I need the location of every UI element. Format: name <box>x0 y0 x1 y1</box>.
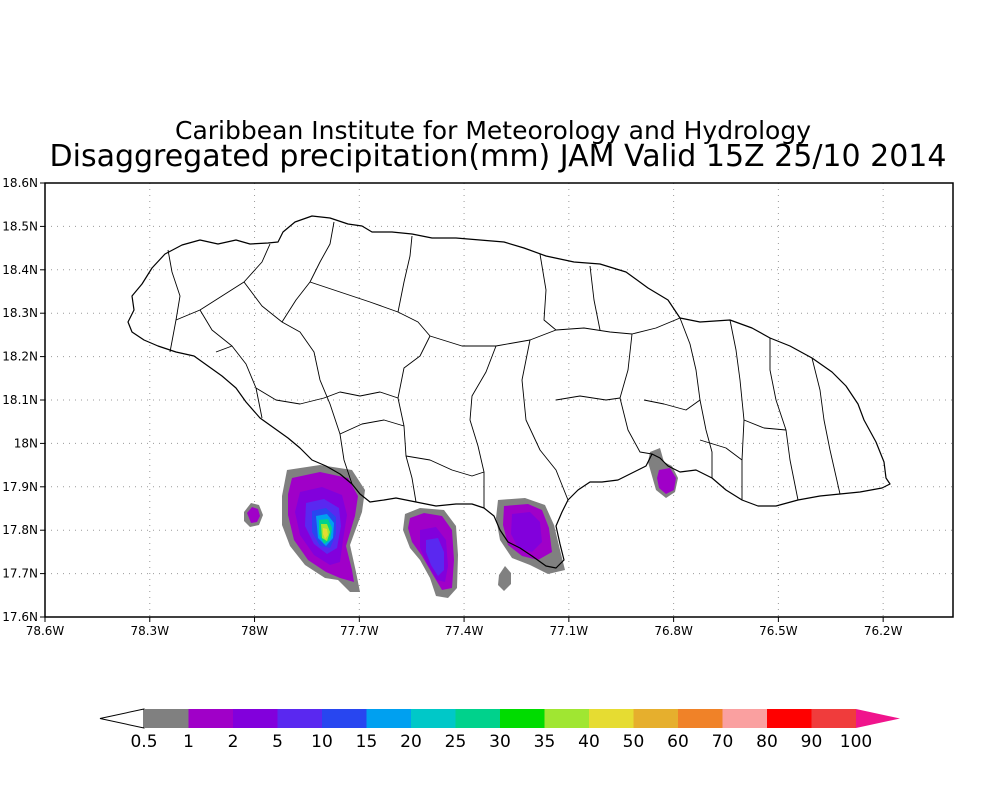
colorbar-swatch <box>544 709 589 728</box>
colorbar-label: 5 <box>272 732 283 752</box>
colorbar-label: 100 <box>840 732 872 752</box>
x-tick-label: 77.7W <box>340 624 379 638</box>
small-south-cell <box>498 566 511 591</box>
x-tick-label: 78.6W <box>26 624 65 638</box>
precipitation-shading <box>244 448 678 598</box>
y-tick-label: 18.2N <box>2 350 38 364</box>
x-tick-label: 78.3W <box>130 624 169 638</box>
small-west-cell <box>244 503 263 527</box>
y-tick-label: 18.6N <box>2 176 38 190</box>
colorbar-label: 1 <box>183 732 194 752</box>
y-tick-label: 17.8N <box>2 523 38 537</box>
kingston-cell <box>648 448 678 498</box>
portland-cottage-cell <box>496 498 565 574</box>
colorbar-swatch <box>811 709 856 728</box>
x-tick-label: 77.1W <box>550 624 589 638</box>
colorbar-swatch <box>678 709 723 728</box>
colorbar-swatch <box>455 709 500 728</box>
precipitation-colorbar: 0.5 1 2 5 10 15 20 25 30 35 40 50 60 70 80 90 100 <box>99 708 900 752</box>
colorbar-swatch <box>144 709 189 728</box>
colorbar-label: 90 <box>801 732 823 752</box>
map-frame <box>44 182 954 618</box>
black-river-cell <box>403 508 458 598</box>
colorbar-label: 10 <box>311 732 333 752</box>
colorbar-swatch <box>633 709 678 728</box>
colorbar-swatch <box>500 709 545 728</box>
x-tick-label: 76.2W <box>864 624 903 638</box>
map-gridlines <box>45 183 953 617</box>
colorbar-swatch <box>411 709 456 728</box>
x-tick-label: 76.5W <box>759 624 798 638</box>
colorbar-label: 25 <box>445 732 467 752</box>
colorbar-label: 0.5 <box>130 732 157 752</box>
colorbar-swatch <box>722 709 767 728</box>
institute-title: Caribbean Institute for Meteorology and … <box>175 116 811 145</box>
colorbar-label: 70 <box>712 732 734 752</box>
colorbar-swatch <box>767 709 812 728</box>
y-tick-label: 17.9N <box>2 480 38 494</box>
y-tick-label: 18.4N <box>2 263 38 277</box>
latitude-labels: 17.6N 17.7N 17.8N 17.9N 18N 18.1N 18.2N 18.3N 18… <box>2 176 45 624</box>
colorbar-swatch <box>277 709 322 728</box>
x-tick-label: 76.8W <box>654 624 693 638</box>
west-coast-cell <box>282 465 365 592</box>
colorbar-label: 35 <box>534 732 556 752</box>
colorbar-swatch <box>233 709 278 728</box>
jamaica-coastline <box>127 215 891 569</box>
y-tick-label: 18.5N <box>2 219 38 233</box>
colorbar-label: 40 <box>578 732 600 752</box>
longitude-labels: 78.6W 78.3W 78W 77.7W 77.4W 77.1W 76.8W 76.5W 76… <box>26 617 903 638</box>
colorbar-label: 30 <box>489 732 511 752</box>
y-tick-label: 18.1N <box>2 393 38 407</box>
y-tick-label: 17.6N <box>2 610 38 624</box>
colorbar-swatch <box>322 709 367 728</box>
x-tick-label: 77.4W <box>445 624 484 638</box>
colorbar-label: 2 <box>228 732 239 752</box>
colorbar-swatch <box>589 709 634 728</box>
y-tick-label: 18N <box>14 436 38 450</box>
parish-boundaries <box>167 221 841 508</box>
x-tick-label: 78W <box>241 624 268 638</box>
colorbar-label: 15 <box>356 732 378 752</box>
colorbar-label: 20 <box>400 732 422 752</box>
colorbar-swatch <box>366 709 411 728</box>
map-title: Disaggregated precipitation(mm) JAM Vali… <box>50 139 947 174</box>
colorbar-max-arrow <box>856 709 900 728</box>
colorbar-label: 80 <box>756 732 778 752</box>
colorbar-min-arrow <box>99 708 145 729</box>
colorbar-swatch <box>188 709 233 728</box>
y-tick-label: 18.3N <box>2 306 38 320</box>
colorbar-label: 50 <box>623 732 645 752</box>
colorbar-label: 60 <box>667 732 689 752</box>
y-tick-label: 17.7N <box>2 567 38 581</box>
